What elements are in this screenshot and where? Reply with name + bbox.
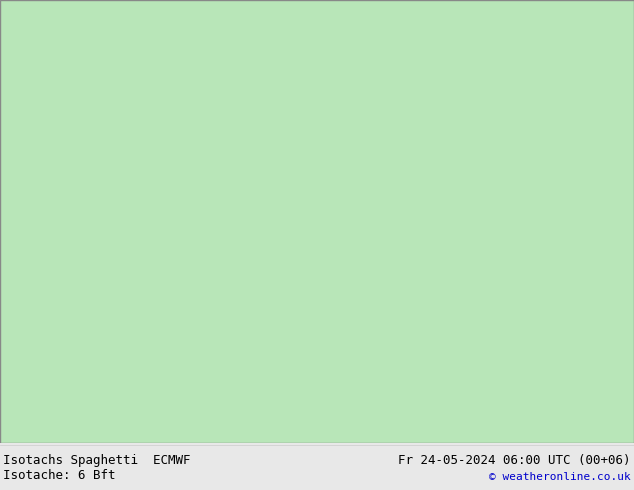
Text: Isotachs Spaghetti  ECMWF: Isotachs Spaghetti ECMWF <box>3 454 191 466</box>
Text: Isotache: 6 Bft: Isotache: 6 Bft <box>3 468 115 482</box>
Text: Fr 24-05-2024 06:00 UTC (00+06): Fr 24-05-2024 06:00 UTC (00+06) <box>398 454 631 466</box>
Text: © weatheronline.co.uk: © weatheronline.co.uk <box>489 471 631 482</box>
